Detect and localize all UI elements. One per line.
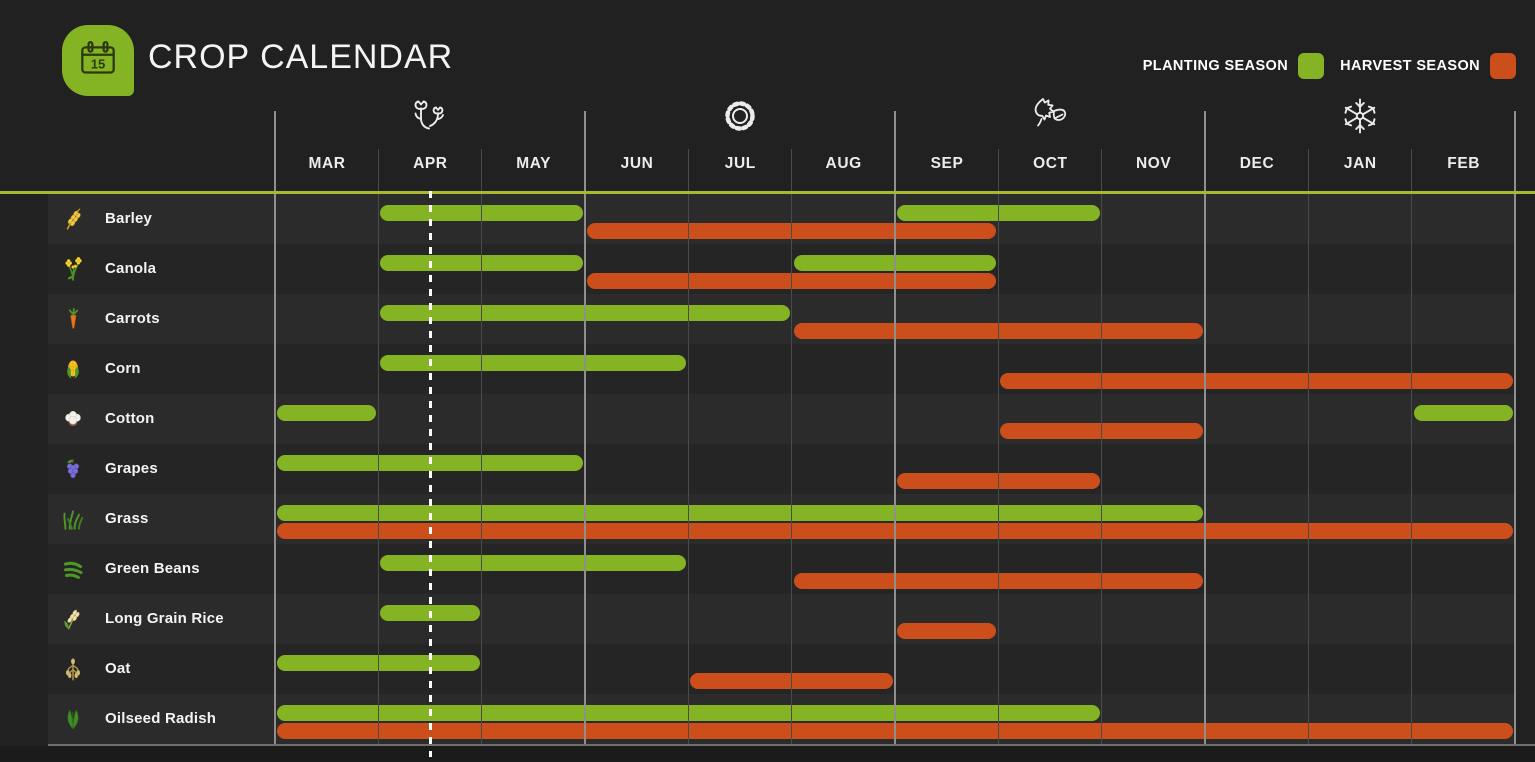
crop-label: Grass bbox=[105, 510, 149, 527]
legend: PLANTING SEASON HARVEST SEASON bbox=[1143, 53, 1516, 79]
month-gridline bbox=[997, 149, 999, 744]
oat-icon bbox=[60, 656, 86, 682]
month-label-jun: JUN bbox=[620, 155, 654, 172]
summer-sun-icon bbox=[718, 94, 762, 138]
planting-swatch bbox=[1298, 53, 1325, 79]
crop-row-carrots: Carrots bbox=[48, 294, 1515, 344]
legend-label: PLANTING SEASON bbox=[1142, 58, 1289, 74]
bottom-strip bbox=[0, 746, 1535, 762]
month-gridline bbox=[1307, 149, 1309, 744]
month-label-oct: OCT bbox=[1033, 155, 1068, 172]
corn-icon bbox=[60, 356, 86, 382]
crop-row-canola: Canola bbox=[48, 244, 1515, 294]
planting-bar bbox=[1413, 405, 1513, 421]
month-label-jan: JAN bbox=[1343, 155, 1377, 172]
crop-row-grapes: Grapes bbox=[48, 444, 1515, 494]
long-grain-rice-icon bbox=[60, 606, 86, 632]
quarter-gridline bbox=[274, 111, 276, 744]
planting-bar bbox=[277, 505, 1203, 521]
oilseed-radish-icon bbox=[60, 706, 86, 732]
crop-row-oilseed-radish: Oilseed Radish bbox=[48, 694, 1515, 744]
legend-label: HARVEST SEASON bbox=[1340, 58, 1480, 74]
axis-divider-line bbox=[0, 191, 1535, 194]
canola-icon bbox=[60, 256, 86, 282]
crop-label: Grapes bbox=[105, 460, 158, 477]
month-label-dec: DEC bbox=[1239, 155, 1275, 172]
quarter-gridline bbox=[1514, 111, 1516, 744]
spring-flower-icon bbox=[408, 94, 452, 138]
page-title: CROP CALENDAR bbox=[148, 38, 454, 76]
harvest-bar bbox=[1000, 373, 1513, 389]
crop-label: Green Beans bbox=[105, 560, 200, 577]
crop-label: Corn bbox=[105, 360, 141, 377]
harvest-bar bbox=[897, 623, 997, 639]
app-logo: 15 bbox=[62, 25, 134, 96]
month-label-jul: JUL bbox=[724, 155, 756, 172]
grass-icon bbox=[60, 506, 86, 532]
harvest-swatch bbox=[1490, 53, 1516, 79]
legend-item-planting: PLANTING SEASON bbox=[1142, 53, 1325, 79]
month-gridline bbox=[791, 149, 793, 744]
autumn-leaves-icon bbox=[1028, 94, 1072, 138]
month-label-nov: NOV bbox=[1135, 155, 1172, 172]
quarter-gridline bbox=[584, 111, 586, 744]
grapes-icon bbox=[60, 456, 86, 482]
svg-text:15: 15 bbox=[91, 56, 106, 71]
month-label-apr: APR bbox=[413, 155, 448, 172]
month-gridline bbox=[1411, 149, 1413, 744]
crop-row-green-beans: Green Beans bbox=[48, 544, 1515, 594]
quarter-gridline bbox=[894, 111, 896, 744]
crop-label: Oat bbox=[105, 660, 131, 677]
month-label-sep: SEP bbox=[930, 155, 964, 172]
crop-row-barley: Barley bbox=[48, 194, 1515, 244]
today-marker-line bbox=[428, 191, 432, 757]
month-label-mar: MAR bbox=[308, 155, 346, 172]
cotton-icon bbox=[60, 406, 86, 432]
crop-row-corn: Corn bbox=[48, 344, 1515, 394]
quarter-gridline bbox=[1204, 111, 1206, 744]
crop-label: Barley bbox=[105, 210, 153, 227]
month-gridline bbox=[481, 149, 483, 744]
carrots-icon bbox=[60, 306, 86, 332]
month-gridline bbox=[687, 149, 689, 744]
month-gridline bbox=[1101, 149, 1103, 744]
crop-label: Cotton bbox=[105, 410, 155, 427]
crop-label: Long Grain Rice bbox=[105, 610, 224, 627]
planting-bar bbox=[277, 405, 377, 421]
winter-snowflake-icon bbox=[1338, 94, 1382, 138]
barley-icon bbox=[60, 206, 86, 232]
green-beans-icon bbox=[60, 556, 86, 582]
month-gridline bbox=[377, 149, 379, 744]
planting-bar bbox=[380, 555, 687, 571]
crop-row-grass: Grass bbox=[48, 494, 1515, 544]
legend-item-harvest: HARVEST SEASON bbox=[1340, 53, 1516, 79]
crop-row-cotton: Cotton bbox=[48, 394, 1515, 444]
crop-row-long-grain-rice: Long Grain Rice bbox=[48, 594, 1515, 644]
crop-label: Canola bbox=[105, 260, 157, 277]
month-label-feb: FEB bbox=[1447, 155, 1481, 172]
crop-label: Oilseed Radish bbox=[105, 710, 217, 727]
month-label-may: MAY bbox=[516, 155, 552, 172]
crop-row-oat: Oat bbox=[48, 644, 1515, 694]
crop-label: Carrots bbox=[105, 310, 160, 327]
planting-bar bbox=[380, 355, 687, 371]
chart-bottom-line bbox=[48, 744, 1535, 746]
month-label-aug: AUG bbox=[825, 155, 862, 172]
